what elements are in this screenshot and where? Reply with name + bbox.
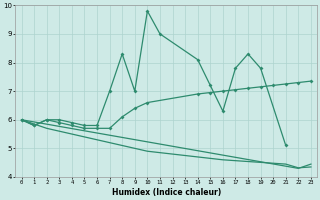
X-axis label: Humidex (Indice chaleur): Humidex (Indice chaleur) (112, 188, 221, 197)
